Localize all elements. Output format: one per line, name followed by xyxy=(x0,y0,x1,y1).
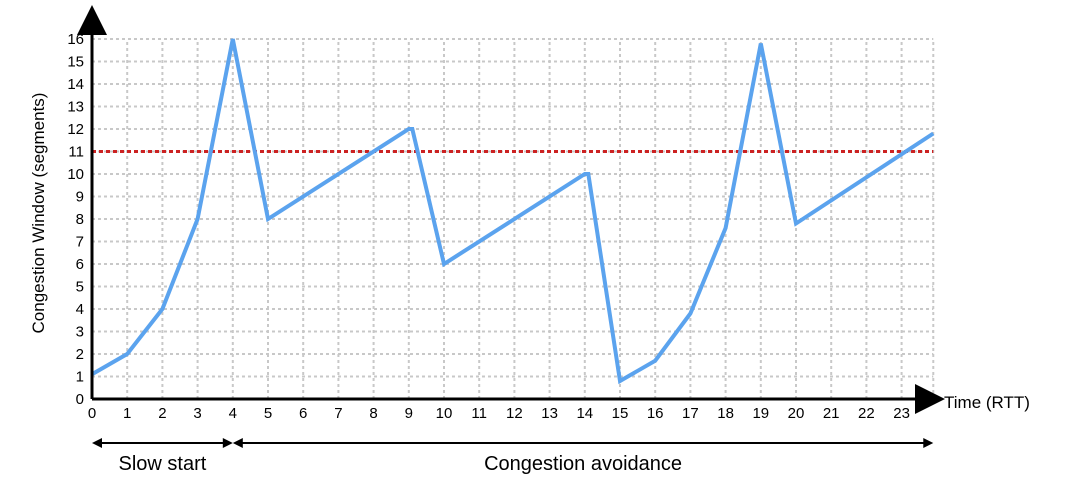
phase-arrowhead-right xyxy=(923,438,934,448)
x-tick-label: 3 xyxy=(193,405,201,422)
y-tick-label: 9 xyxy=(76,189,84,206)
phase-annotations: Slow start Congestion avoidance xyxy=(92,438,934,475)
y-tick-label: 3 xyxy=(76,324,84,341)
x-tick-label: 2 xyxy=(158,405,166,422)
x-axis-label: Time (RTT) xyxy=(944,393,1030,412)
y-tick-label: 11 xyxy=(68,144,84,161)
x-tick-label: 5 xyxy=(264,405,272,422)
phase-arrowhead-left xyxy=(232,438,243,448)
x-tick-label: 18 xyxy=(717,405,734,422)
y-tick-label: 4 xyxy=(76,301,84,318)
y-tick-label: 13 xyxy=(67,99,84,116)
axes xyxy=(77,5,945,414)
x-tick-label: 11 xyxy=(471,405,487,422)
y-tick-label: 0 xyxy=(76,391,84,408)
x-tick-label: 23 xyxy=(893,405,910,422)
x-tick-label: 12 xyxy=(506,405,523,422)
x-tick-label: 19 xyxy=(752,405,769,422)
y-tick-label: 8 xyxy=(76,211,84,228)
y-tick-label: 2 xyxy=(76,346,84,363)
cwnd-series-line xyxy=(91,38,935,385)
x-tick-label: 17 xyxy=(682,405,699,422)
x-tick-label: 7 xyxy=(334,405,342,422)
x-tick-label: 4 xyxy=(229,405,237,422)
y-tick-label: 7 xyxy=(76,234,84,251)
x-tick-label: 21 xyxy=(823,405,840,422)
y-tick-label: 14 xyxy=(67,76,84,93)
x-tick-label: 13 xyxy=(541,405,558,422)
y-tick-label: 6 xyxy=(76,256,84,273)
x-tick-label: 9 xyxy=(405,405,413,422)
x-tick-label: 16 xyxy=(647,405,664,422)
x-tick-label: 15 xyxy=(612,405,629,422)
y-tick-label: 5 xyxy=(76,279,84,296)
phase-label: Congestion avoidance xyxy=(484,453,682,475)
x-tick-label: 10 xyxy=(436,405,453,422)
phase-arrowhead-left xyxy=(92,438,102,448)
series-layer xyxy=(91,38,935,385)
y-tick-label: 12 xyxy=(67,121,84,138)
x-tick-label: 14 xyxy=(576,405,593,422)
y-tick-label: 16 xyxy=(67,31,84,48)
x-tick-label: 1 xyxy=(123,405,131,422)
y-axis-label: Congestion Window (segments) xyxy=(29,93,48,334)
x-tick-label: 22 xyxy=(858,405,875,422)
y-tick-label: 10 xyxy=(67,166,84,183)
x-tick-label: 6 xyxy=(299,405,307,422)
x-tick-label: 20 xyxy=(788,405,805,422)
phase-arrowhead-right xyxy=(222,438,233,448)
x-tick-label: 8 xyxy=(369,405,377,422)
y-tick-label: 1 xyxy=(76,369,84,386)
phase-label: Slow start xyxy=(118,453,206,475)
y-tick-label: 15 xyxy=(67,54,84,71)
x-tick-label: 0 xyxy=(88,405,96,422)
